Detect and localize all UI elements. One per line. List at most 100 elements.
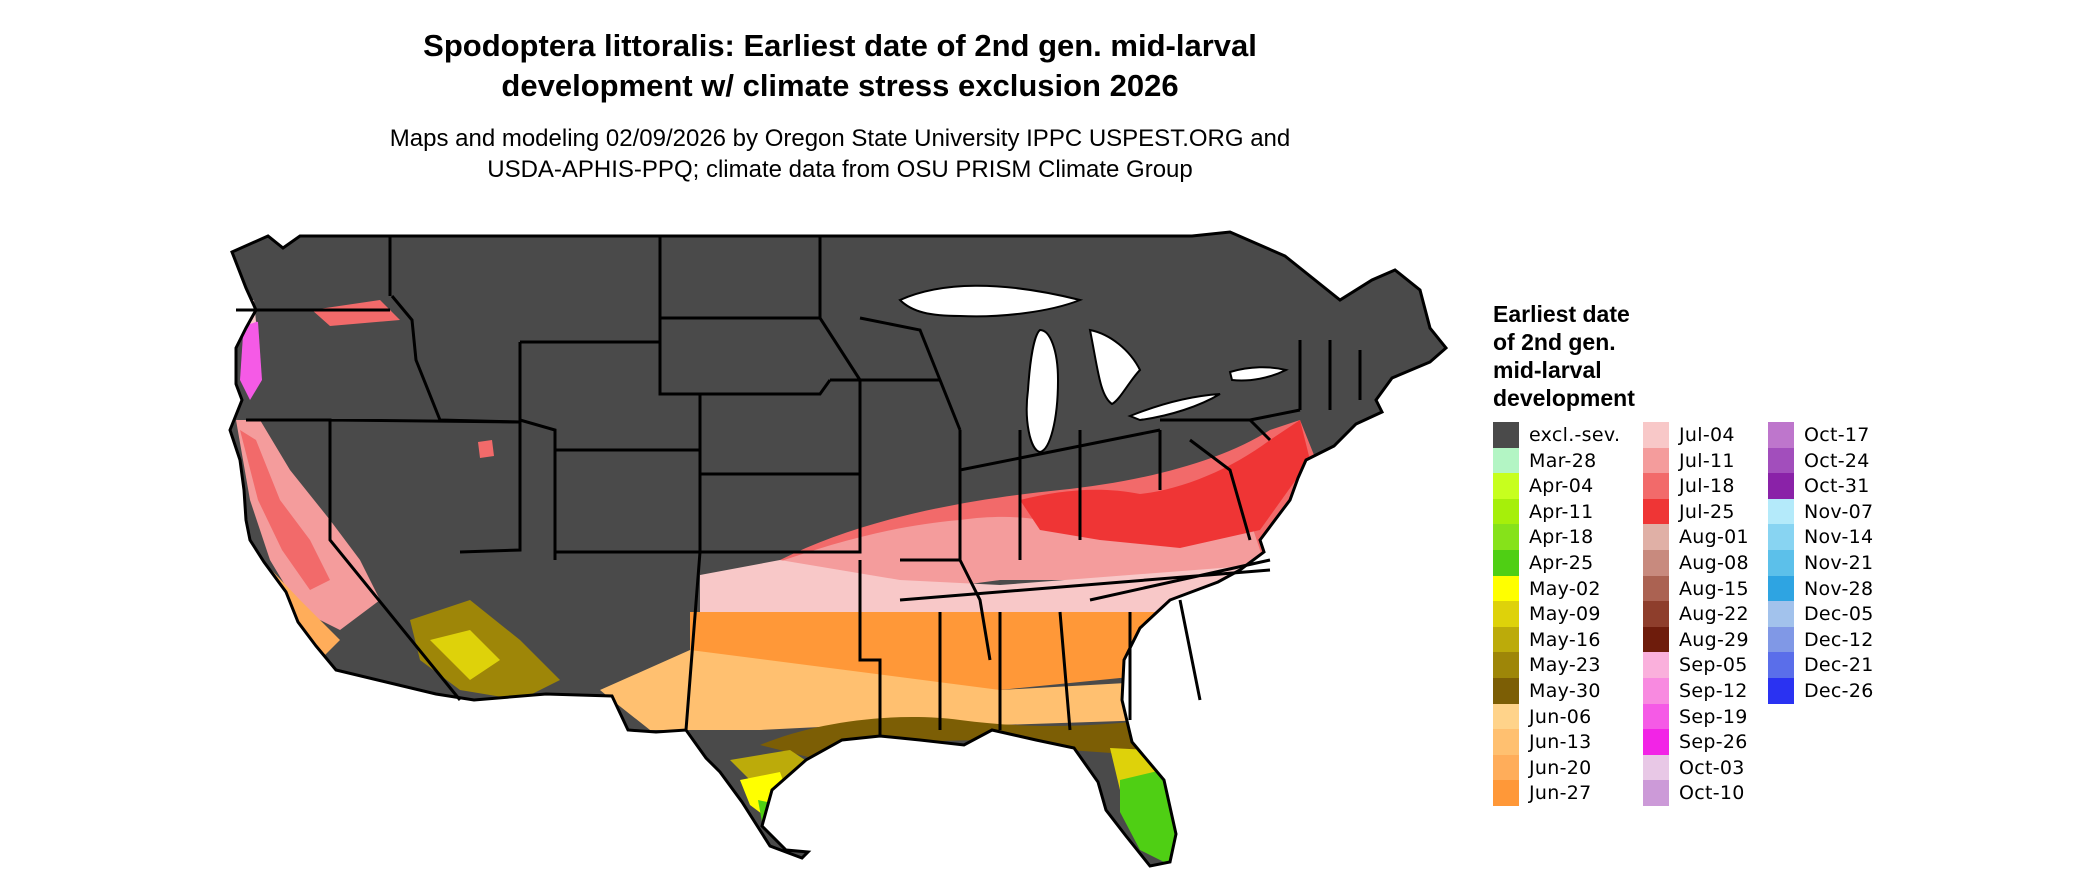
legend-swatch: [1768, 473, 1794, 500]
legend-label: Aug-22: [1679, 603, 1749, 626]
northern-tier-borders: [236, 236, 822, 424]
legend-swatch: [1493, 422, 1519, 448]
legend-swatch: [1493, 447, 1519, 474]
legend-swatch: [1643, 498, 1669, 525]
legend-swatch: [1768, 524, 1794, 551]
legend-swatch: [1768, 422, 1794, 448]
zone-west-coast-pink: [236, 420, 380, 630]
legend-label: Nov-28: [1804, 577, 1874, 600]
zone-nevada-red: [478, 440, 494, 458]
legend-label: Dec-12: [1804, 628, 1874, 651]
legend-label: Nov-14: [1804, 526, 1874, 549]
legend-swatch: [1643, 754, 1669, 781]
legend-label: May-30: [1529, 680, 1601, 702]
legend-label: Jul-04: [1679, 424, 1735, 446]
legend-item: Jun-13: [1493, 729, 1592, 756]
legend-title-line: development: [1493, 385, 1635, 411]
legend-swatch: [1493, 524, 1519, 551]
legend-item: Aug-22: [1643, 601, 1749, 628]
legend-label: May-16: [1529, 628, 1601, 651]
legend-label: May-02: [1529, 577, 1601, 600]
legend-item: Dec-05: [1768, 601, 1874, 628]
legend-item: Apr-25: [1493, 550, 1594, 576]
legend-item: Aug-01: [1643, 524, 1749, 551]
legend-item: Dec-21: [1768, 652, 1874, 679]
legend-label: Apr-18: [1529, 526, 1594, 549]
legend-swatch: [1768, 626, 1794, 653]
legend-item: Apr-04: [1493, 473, 1594, 500]
legend-swatch: [1643, 729, 1669, 756]
legend-item: Nov-28: [1768, 575, 1874, 602]
legend-label: Dec-26: [1804, 680, 1874, 702]
legend-item: Oct-24: [1768, 447, 1870, 474]
legend-item: May-16: [1493, 626, 1601, 653]
legend-item: Jul-11: [1643, 447, 1735, 474]
legend-item: May-30: [1493, 678, 1601, 704]
legend-label: Apr-04: [1529, 475, 1594, 498]
legend-item: Dec-26: [1768, 678, 1874, 704]
map-subtitle-line-2: USDA-APHIS-PPQ; climate data from OSU PR…: [487, 156, 1193, 183]
lake-erie: [1127, 393, 1221, 422]
legend-item: Oct-10: [1643, 780, 1745, 807]
legend-swatch: [1643, 703, 1669, 730]
legend-item: Jul-04: [1643, 422, 1735, 448]
legend-title-line: of 2nd gen.: [1493, 329, 1616, 355]
legend-item: May-02: [1493, 575, 1601, 602]
legend-swatch: [1768, 498, 1794, 525]
legend-swatch: [1643, 575, 1669, 602]
legend-swatch: [1768, 601, 1794, 628]
legend-swatch: [1493, 550, 1519, 576]
legend-label: Apr-11: [1529, 500, 1594, 523]
zone-apr-25-florida: [1120, 770, 1180, 864]
legend-swatch: [1768, 550, 1794, 576]
plains-borders: [555, 342, 882, 736]
legend-item: Sep-12: [1643, 678, 1748, 704]
legend-label: May-09: [1529, 603, 1601, 626]
eastern-borders: [1160, 340, 1362, 541]
legend-swatch: [1493, 729, 1519, 756]
conus-landmass: [228, 230, 1449, 868]
legend-swatch: [1768, 447, 1794, 474]
legend-item: Jun-27: [1493, 780, 1592, 807]
legend-label: Jun-13: [1529, 731, 1592, 754]
legend-swatch: [1493, 498, 1519, 525]
legend-item: Nov-07: [1768, 498, 1873, 525]
legend-item: Oct-31: [1768, 473, 1870, 500]
legend-title: Earliest date of 2nd gen. mid-larval dev…: [1493, 300, 1733, 412]
legend-swatch: [1643, 524, 1669, 551]
legend-item: Dec-12: [1768, 626, 1874, 653]
state-borders: [228, 230, 1449, 868]
legend-swatch: [1643, 652, 1669, 679]
legend-swatch: [1643, 780, 1669, 807]
legend-label: Jun-20: [1529, 756, 1592, 779]
legend-item: Sep-26: [1643, 729, 1748, 756]
legend-swatch: [1493, 780, 1519, 807]
legend-swatch: [1643, 473, 1669, 500]
legend-label: Apr-25: [1529, 552, 1594, 574]
legend-swatch: [1643, 678, 1669, 704]
legend-label: Sep-26: [1679, 731, 1748, 754]
legend-label: Aug-01: [1679, 526, 1749, 549]
legend-label: Nov-21: [1804, 552, 1874, 574]
legend-item: Aug-15: [1643, 575, 1749, 602]
legend-swatch: [1768, 652, 1794, 679]
legend-item: Mar-28: [1493, 447, 1596, 474]
western-borders: [246, 418, 702, 701]
map-title-line-2: development w/ climate stress exclusion …: [501, 68, 1179, 103]
legend-item: Apr-11: [1493, 498, 1594, 525]
legend-swatch: [1493, 703, 1519, 730]
legend-label: Aug-08: [1679, 552, 1749, 574]
legend-label: Sep-19: [1679, 705, 1748, 728]
legend-label: Jul-25: [1679, 500, 1735, 523]
legend-label: Jul-18: [1679, 475, 1735, 498]
legend-item: Apr-18: [1493, 524, 1594, 551]
legend-title-line: Earliest date: [1493, 301, 1630, 327]
legend-swatch: [1493, 626, 1519, 653]
legend-item: Nov-21: [1768, 550, 1873, 576]
legend-item: Aug-08: [1643, 550, 1749, 576]
legend-item: Oct-03: [1643, 754, 1745, 781]
legend-swatch: [1493, 754, 1519, 781]
legend-label: Dec-21: [1804, 654, 1874, 677]
legend-label: Oct-10: [1679, 782, 1745, 805]
lake-michigan: [1025, 328, 1060, 454]
